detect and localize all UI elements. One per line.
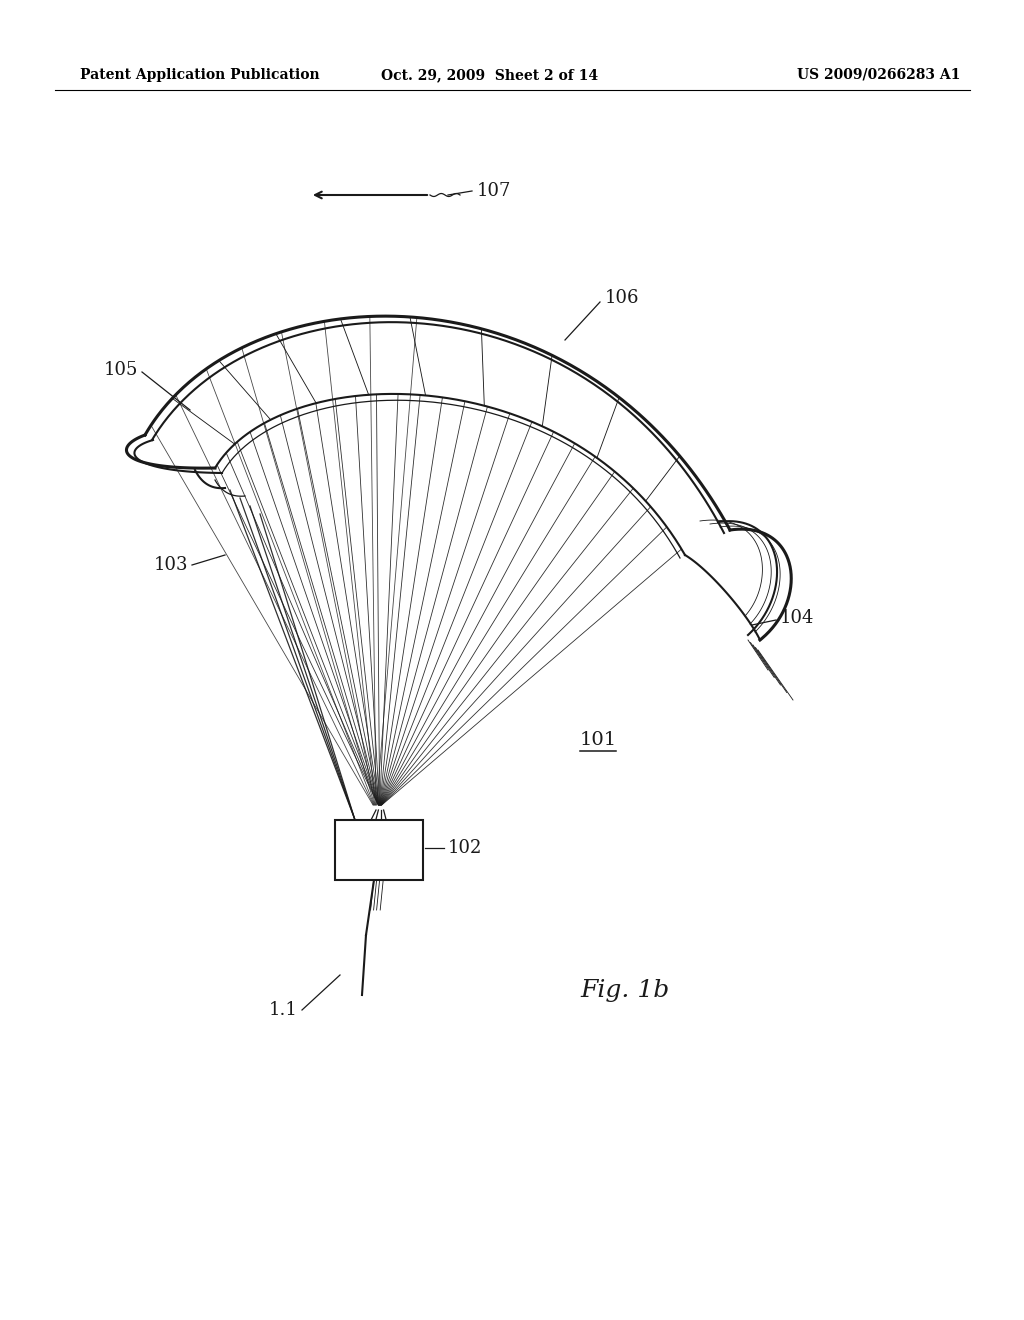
Text: 106: 106 — [605, 289, 640, 308]
Text: 1.1: 1.1 — [269, 1001, 298, 1019]
Text: Patent Application Publication: Patent Application Publication — [80, 69, 319, 82]
Text: 102: 102 — [449, 840, 482, 857]
Text: US 2009/0266283 A1: US 2009/0266283 A1 — [797, 69, 961, 82]
Text: 101: 101 — [580, 731, 617, 748]
Text: 107: 107 — [477, 182, 511, 201]
Text: 104: 104 — [780, 609, 814, 627]
Text: Fig. 1b: Fig. 1b — [580, 978, 670, 1002]
Text: 103: 103 — [154, 556, 188, 574]
Text: 105: 105 — [103, 360, 138, 379]
Bar — [335, 820, 423, 880]
Text: Oct. 29, 2009  Sheet 2 of 14: Oct. 29, 2009 Sheet 2 of 14 — [381, 69, 599, 82]
